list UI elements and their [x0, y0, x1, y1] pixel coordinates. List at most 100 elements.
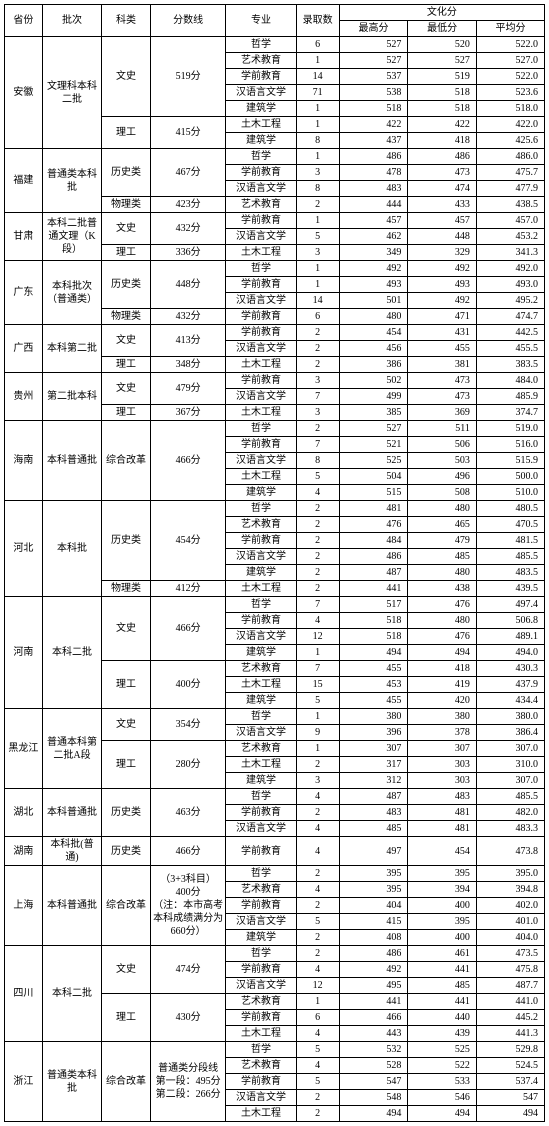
category-cell: 理工 — [102, 245, 151, 261]
max-cell: 484 — [339, 533, 408, 549]
min-cell: 479 — [408, 533, 477, 549]
min-cell: 476 — [408, 629, 477, 645]
major-cell: 建筑学 — [226, 101, 296, 117]
enrolled-cell: 1 — [296, 53, 339, 69]
province-cell: 河南 — [5, 597, 43, 709]
max-cell: 481 — [339, 501, 408, 517]
category-cell: 文史 — [102, 373, 151, 405]
avg-cell: 402.0 — [476, 898, 544, 914]
min-cell: 329 — [408, 245, 477, 261]
enrolled-cell: 1 — [296, 277, 339, 293]
enrolled-cell: 6 — [296, 1010, 339, 1026]
min-cell: 485 — [408, 549, 477, 565]
max-cell: 521 — [339, 437, 408, 453]
major-cell: 学前教育 — [226, 165, 296, 181]
min-cell: 380 — [408, 709, 477, 725]
province-cell: 海南 — [5, 421, 43, 501]
enrolled-cell: 12 — [296, 629, 339, 645]
enrolled-cell: 2 — [296, 805, 339, 821]
avg-cell: 434.4 — [476, 693, 544, 709]
batch-cell: 第二批本科 — [42, 373, 101, 421]
enrolled-cell: 4 — [296, 821, 339, 837]
major-cell: 学前教育 — [226, 1074, 296, 1090]
avg-cell: 425.6 — [476, 133, 544, 149]
table-row: 广东本科批次（普通类）历史类448分哲学1492492492.0 — [5, 261, 545, 277]
enrolled-cell: 1 — [296, 741, 339, 757]
enrolled-cell: 5 — [296, 693, 339, 709]
min-cell: 438 — [408, 581, 477, 597]
category-cell: 综合改革 — [102, 866, 151, 946]
enrolled-cell: 7 — [296, 597, 339, 613]
province-cell: 福建 — [5, 149, 43, 213]
enrolled-cell: 4 — [296, 882, 339, 898]
max-cell: 478 — [339, 165, 408, 181]
min-cell: 455 — [408, 341, 477, 357]
min-cell: 303 — [408, 757, 477, 773]
major-cell: 学前教育 — [226, 277, 296, 293]
max-cell: 515 — [339, 485, 408, 501]
enrolled-cell: 2 — [296, 421, 339, 437]
batch-cell: 普通本科第二批A段 — [42, 709, 101, 789]
enrolled-cell: 1 — [296, 645, 339, 661]
enrolled-cell: 2 — [296, 197, 339, 213]
max-cell: 501 — [339, 293, 408, 309]
table-row: 湖南本科批(普通)历史类466分学前教育4497454473.8 — [5, 837, 545, 866]
enrolled-cell: 4 — [296, 485, 339, 501]
table-row: 四川本科二批文史474分哲学2486461473.5 — [5, 946, 545, 962]
enrolled-cell: 2 — [296, 1090, 339, 1106]
enrolled-cell: 5 — [296, 914, 339, 930]
enrolled-cell: 2 — [296, 581, 339, 597]
min-cell: 465 — [408, 517, 477, 533]
avg-cell: 438.5 — [476, 197, 544, 213]
enrolled-cell: 5 — [296, 1074, 339, 1090]
avg-cell: 487.7 — [476, 978, 544, 994]
avg-cell: 473.5 — [476, 946, 544, 962]
enrolled-cell: 2 — [296, 898, 339, 914]
avg-cell: 430.3 — [476, 661, 544, 677]
major-cell: 学前教育 — [226, 837, 296, 866]
min-cell: 461 — [408, 946, 477, 962]
min-cell: 395 — [408, 866, 477, 882]
max-cell: 444 — [339, 197, 408, 213]
avg-cell: 401.0 — [476, 914, 544, 930]
min-cell: 525 — [408, 1042, 477, 1058]
max-cell: 441 — [339, 581, 408, 597]
batch-cell: 本科第二批 — [42, 325, 101, 373]
avg-cell: 307.0 — [476, 773, 544, 789]
max-cell: 517 — [339, 597, 408, 613]
major-cell: 土木工程 — [226, 469, 296, 485]
category-cell: 理工 — [102, 357, 151, 373]
avg-cell: 442.5 — [476, 325, 544, 341]
major-cell: 汉语言文学 — [226, 453, 296, 469]
h-culture: 文化分 — [339, 5, 544, 21]
min-cell: 546 — [408, 1090, 477, 1106]
cutoff-cell: 463分 — [150, 789, 226, 837]
major-cell: 土木工程 — [226, 677, 296, 693]
h-batch: 批次 — [42, 5, 101, 37]
category-cell: 理工 — [102, 741, 151, 789]
enrolled-cell: 14 — [296, 69, 339, 85]
max-cell: 492 — [339, 261, 408, 277]
major-cell: 汉语言文学 — [226, 85, 296, 101]
max-cell: 483 — [339, 805, 408, 821]
avg-cell: 404.0 — [476, 930, 544, 946]
max-cell: 499 — [339, 389, 408, 405]
major-cell: 哲学 — [226, 597, 296, 613]
avg-cell: 437.9 — [476, 677, 544, 693]
major-cell: 建筑学 — [226, 485, 296, 501]
enrolled-cell: 2 — [296, 325, 339, 341]
table-row: 福建普通类本科批历史类467分哲学1486486486.0 — [5, 149, 545, 165]
major-cell: 艺术教育 — [226, 882, 296, 898]
category-cell: 历史类 — [102, 837, 151, 866]
major-cell: 哲学 — [226, 866, 296, 882]
enrolled-cell: 1 — [296, 101, 339, 117]
avg-cell: 489.1 — [476, 629, 544, 645]
max-cell: 395 — [339, 882, 408, 898]
h-avg: 平均分 — [476, 21, 544, 37]
major-cell: 哲学 — [226, 1042, 296, 1058]
major-cell: 艺术教育 — [226, 661, 296, 677]
avg-cell: 386.4 — [476, 725, 544, 741]
table-row: 上海本科普通批综合改革（3+3科目）400分（注：本市高考本科成绩满分为660分… — [5, 866, 545, 882]
max-cell: 396 — [339, 725, 408, 741]
major-cell: 建筑学 — [226, 693, 296, 709]
